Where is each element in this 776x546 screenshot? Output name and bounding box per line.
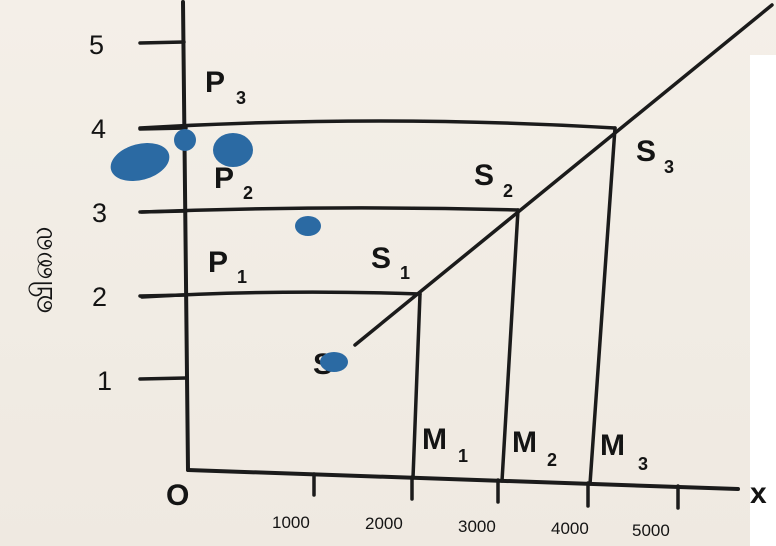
origin-label: O — [166, 479, 189, 512]
svg-text:1: 1 — [400, 263, 410, 283]
price-line-p3 — [138, 119, 617, 130]
ink-marks — [110, 129, 348, 372]
svg-text:S: S — [371, 242, 391, 275]
y-tick-label: 2 — [92, 282, 107, 312]
svg-text:P: P — [205, 66, 225, 99]
quantity-label-m3: M 3 — [600, 429, 648, 474]
supply-point-s1: S 1 — [371, 242, 410, 283]
svg-text:M: M — [512, 426, 537, 459]
svg-text:P: P — [214, 162, 234, 195]
price-label-p3: P 3 — [205, 66, 246, 108]
x-axis-label: x — [750, 477, 767, 510]
y-tick-mark — [138, 376, 188, 381]
y-tick-label: 4 — [91, 114, 106, 144]
y-tick-label: 3 — [92, 198, 107, 228]
ink-blot — [174, 129, 196, 151]
quantity-label-m2: M 2 — [512, 426, 557, 470]
svg-text:3: 3 — [236, 88, 246, 108]
supply-curve — [353, 3, 774, 347]
ink-blot — [295, 216, 321, 236]
svg-text:1: 1 — [237, 267, 247, 287]
y-tick-label: 5 — [89, 30, 104, 60]
quantity-line-m1 — [411, 292, 422, 480]
x-tick-label: 4000 — [551, 519, 589, 538]
supply-point-s3: S 3 — [636, 135, 674, 177]
paper-edge — [750, 55, 776, 546]
quantity-line-m2 — [500, 208, 520, 483]
x-tick-label: 2000 — [365, 514, 403, 533]
svg-text:2: 2 — [503, 181, 513, 201]
ink-blot — [320, 352, 348, 372]
svg-text:S: S — [636, 135, 656, 168]
y-axis-label: விலை — [25, 226, 60, 313]
quantity-label-m1: M 1 — [422, 423, 468, 466]
svg-text:3: 3 — [664, 157, 674, 177]
y-axis — [181, 0, 190, 472]
ink-blot — [213, 133, 253, 167]
price-label-p1: P 1 — [208, 246, 247, 287]
svg-text:3: 3 — [638, 454, 648, 474]
svg-text:M: M — [600, 429, 625, 462]
quantity-line-m3 — [588, 126, 617, 486]
price-line-p1 — [140, 290, 422, 299]
svg-text:M: M — [422, 423, 447, 456]
x-tick-label: 1000 — [272, 513, 310, 532]
ink-blot — [110, 142, 170, 182]
price-label-p2: P 2 — [214, 162, 253, 203]
svg-text:2: 2 — [243, 183, 253, 203]
svg-text:1: 1 — [458, 446, 468, 466]
y-tick-label: 1 — [97, 366, 112, 396]
svg-text:2: 2 — [547, 450, 557, 470]
x-tick-label: 3000 — [458, 517, 496, 536]
x-axis — [186, 468, 740, 491]
price-line-p2 — [140, 206, 520, 214]
svg-text:P: P — [208, 246, 228, 279]
supply-point-s2: S 2 — [474, 159, 513, 201]
x-tick-label: 5000 — [632, 521, 670, 540]
y-tick-mark — [138, 40, 186, 45]
svg-text:S: S — [474, 159, 494, 192]
